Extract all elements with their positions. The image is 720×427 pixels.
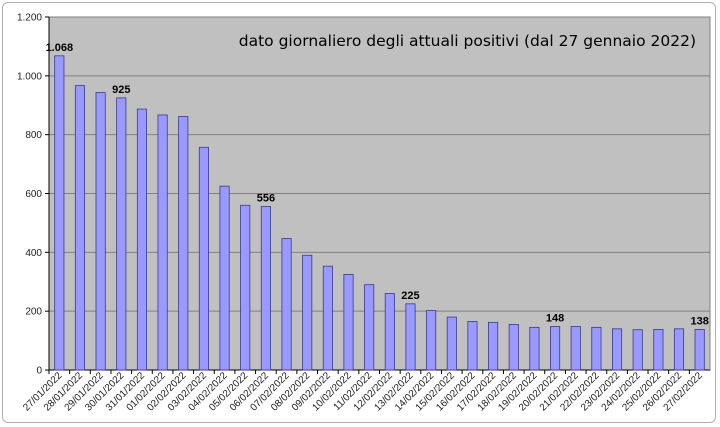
- bar: [426, 310, 437, 371]
- bar: [673, 328, 685, 371]
- bar: [157, 114, 168, 371]
- bar: [240, 204, 251, 371]
- y-tick-label: 800: [25, 130, 42, 141]
- bar: [694, 329, 705, 371]
- y-tick-label: 1.000: [17, 71, 42, 82]
- y-tick-label: 1.200: [17, 13, 42, 24]
- bar: [446, 316, 457, 371]
- data-label: 1.068: [46, 42, 74, 54]
- bar: [198, 146, 209, 371]
- bar: [364, 284, 375, 371]
- bar: [260, 206, 271, 371]
- bar: [570, 326, 581, 371]
- data-label: 225: [401, 290, 419, 302]
- bar: [281, 238, 292, 371]
- bar: [405, 303, 416, 371]
- bar: [384, 293, 395, 371]
- data-label: 556: [257, 192, 275, 204]
- bar: [343, 273, 354, 371]
- bar: [95, 92, 106, 371]
- bar: [488, 321, 499, 371]
- y-tick-label: 200: [25, 307, 42, 318]
- bar: [529, 326, 540, 371]
- y-tick-label: 0: [36, 366, 42, 377]
- bar: [219, 185, 230, 371]
- y-tick-label: 400: [25, 248, 42, 259]
- bars: [54, 55, 705, 371]
- data-label: 925: [112, 84, 130, 96]
- y-axis-ticks: 0 200 400 600 800 1.000 1.200: [17, 13, 50, 377]
- bar: [550, 326, 561, 371]
- bar: [116, 97, 127, 371]
- bar: [302, 254, 313, 371]
- data-label: 138: [690, 315, 708, 327]
- bar: [508, 324, 519, 371]
- bar: [653, 329, 664, 371]
- x-axis-ticks: 27/01/202228/01/202229/01/202230/01/2022…: [21, 370, 705, 414]
- data-label: 148: [546, 312, 564, 324]
- bar: [136, 108, 148, 371]
- bar: [467, 321, 478, 371]
- bar: [632, 329, 643, 371]
- data-labels: 1.068 925 556 225 148 138: [46, 42, 709, 328]
- bar: [178, 116, 189, 371]
- chart-title: dato giornaliero degli attuali positivi …: [239, 32, 696, 50]
- bar: [591, 326, 602, 371]
- bar: [322, 265, 333, 371]
- bar: [74, 85, 86, 371]
- bar: [54, 55, 65, 371]
- y-tick-label: 600: [25, 189, 42, 200]
- bar: [611, 328, 623, 371]
